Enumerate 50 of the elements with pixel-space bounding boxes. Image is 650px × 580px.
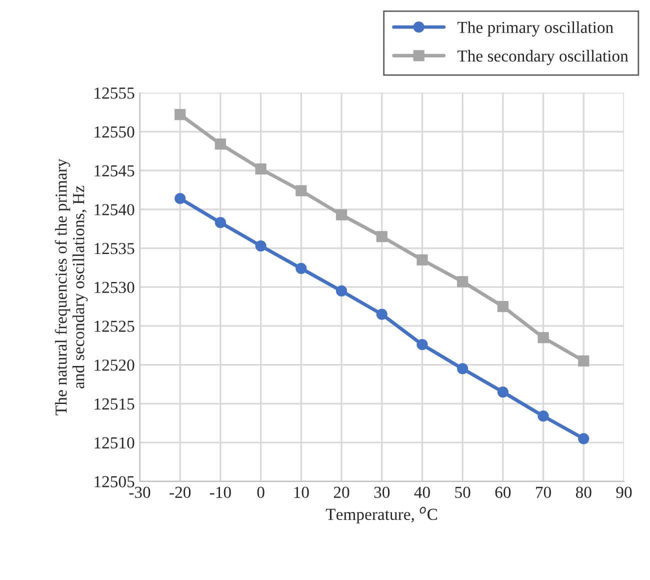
- x-tick-label: 10: [294, 486, 309, 498]
- point: [578, 355, 590, 366]
- y-tick-label: 12525: [94, 320, 134, 332]
- point: [214, 138, 226, 150]
- y-tick-label: 12535: [94, 242, 134, 254]
- x-tick-label: 20: [334, 486, 350, 498]
- point: [174, 192, 186, 204]
- point: [497, 300, 508, 312]
- point: [255, 163, 266, 175]
- point: [174, 109, 186, 120]
- y-tick-label: 12515: [94, 398, 134, 410]
- y-tick-label: 12550: [94, 126, 134, 138]
- point: [336, 285, 348, 297]
- point: [296, 185, 307, 196]
- y-axis-title: The natural frequencies of the primary and secondary oscillations, Hz: [54, 158, 88, 416]
- x-tick-label: 60: [495, 486, 511, 498]
- x-axis-title: Temperature, $^{o}$C: [326, 506, 438, 524]
- legend-label: The secondary oscillation: [457, 50, 628, 66]
- x-tick-label: 40: [414, 486, 430, 498]
- y-tick-label: 12530: [94, 282, 134, 294]
- point: [336, 209, 348, 220]
- x-tick-label: -30: [129, 486, 150, 498]
- point: [497, 386, 508, 398]
- x-tick-label: 0: [257, 486, 264, 498]
- point: [376, 231, 388, 242]
- legend-label: The primary oscillation: [457, 21, 614, 36]
- x-tick-label: 30: [374, 486, 390, 498]
- point: [376, 308, 388, 320]
- y-tick-label: 12510: [94, 437, 134, 448]
- y-tick-label: 12540: [94, 204, 134, 216]
- point: [416, 254, 428, 266]
- x-tick-label: -10: [210, 486, 231, 498]
- x-tick-label: -20: [170, 486, 191, 498]
- point: [214, 217, 226, 228]
- point: [457, 363, 468, 374]
- point: [538, 332, 549, 344]
- x-tick-label: 90: [616, 486, 632, 498]
- x-tick-label: 50: [455, 486, 470, 498]
- point: [578, 433, 590, 444]
- x-tick-label: 70: [536, 486, 551, 498]
- y-tick-label: 12505: [94, 476, 134, 488]
- point: [457, 276, 468, 288]
- y-tick-label: 12545: [94, 165, 134, 176]
- point: [538, 410, 549, 422]
- x-tick-label: 80: [576, 486, 592, 498]
- point: [255, 240, 266, 252]
- y-tick-label: 12520: [94, 360, 134, 371]
- point: [416, 339, 428, 350]
- point: [296, 262, 307, 274]
- y-tick-label: 12555: [94, 88, 134, 99]
